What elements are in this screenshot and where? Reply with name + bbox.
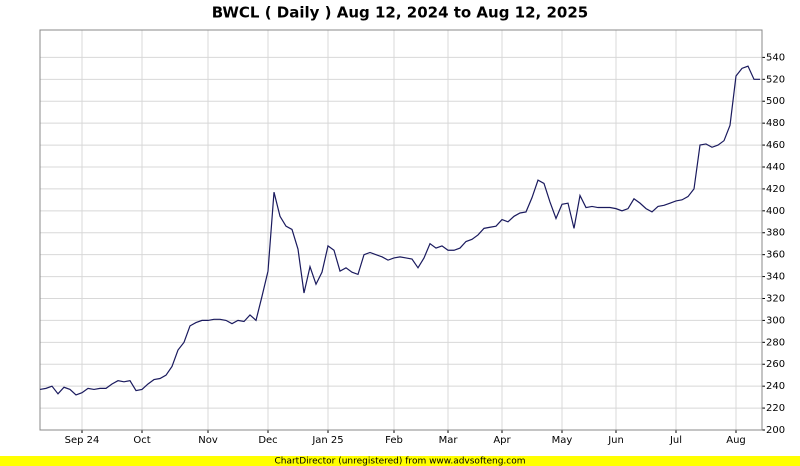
x-tick-label: May — [552, 435, 573, 446]
y-tick-label: 280 — [766, 337, 785, 348]
y-tick-label: 520 — [766, 74, 785, 85]
y-tick-label: 420 — [766, 184, 785, 195]
y-tick-label: 240 — [766, 381, 785, 392]
y-tick-label: 460 — [766, 140, 785, 151]
x-tick-label: Feb — [385, 435, 403, 446]
x-tick-label: Nov — [198, 435, 218, 446]
footer-bar — [0, 456, 800, 466]
x-tick-label: Jul — [669, 435, 682, 446]
x-tick-label: Mar — [439, 435, 459, 446]
y-tick-label: 400 — [766, 206, 785, 217]
x-tick-label: Oct — [133, 435, 150, 446]
price-line — [39, 65, 760, 396]
x-tick-label: Apr — [493, 435, 511, 446]
chart-title: BWCL ( Daily ) Aug 12, 2024 to Aug 12, 2… — [212, 4, 588, 22]
x-tick-label: Dec — [258, 435, 277, 446]
y-tick-label: 220 — [766, 403, 785, 414]
y-tick-label: 500 — [766, 96, 785, 107]
y-tick-label: 360 — [766, 250, 785, 261]
y-tick-label: 200 — [766, 425, 785, 436]
y-tick-label: 300 — [766, 315, 785, 326]
x-tick-label: Sep 24 — [65, 435, 100, 446]
y-tick-label: 320 — [766, 293, 785, 304]
y-tick-label: 480 — [766, 118, 785, 129]
footer: ChartDirector (unregistered) from www.ad… — [274, 457, 525, 466]
y-tick-label: 440 — [766, 162, 785, 173]
plot-border — [39, 29, 763, 431]
y-tick-label: 260 — [766, 359, 785, 370]
y-tick-label: 340 — [766, 272, 785, 283]
y-tick-label: 540 — [766, 52, 785, 63]
y-tick-label: 380 — [766, 228, 785, 239]
x-tick-label: Jan 25 — [311, 435, 343, 446]
x-tick-label: Aug — [726, 435, 746, 446]
x-tick-label: Jun — [607, 435, 624, 446]
